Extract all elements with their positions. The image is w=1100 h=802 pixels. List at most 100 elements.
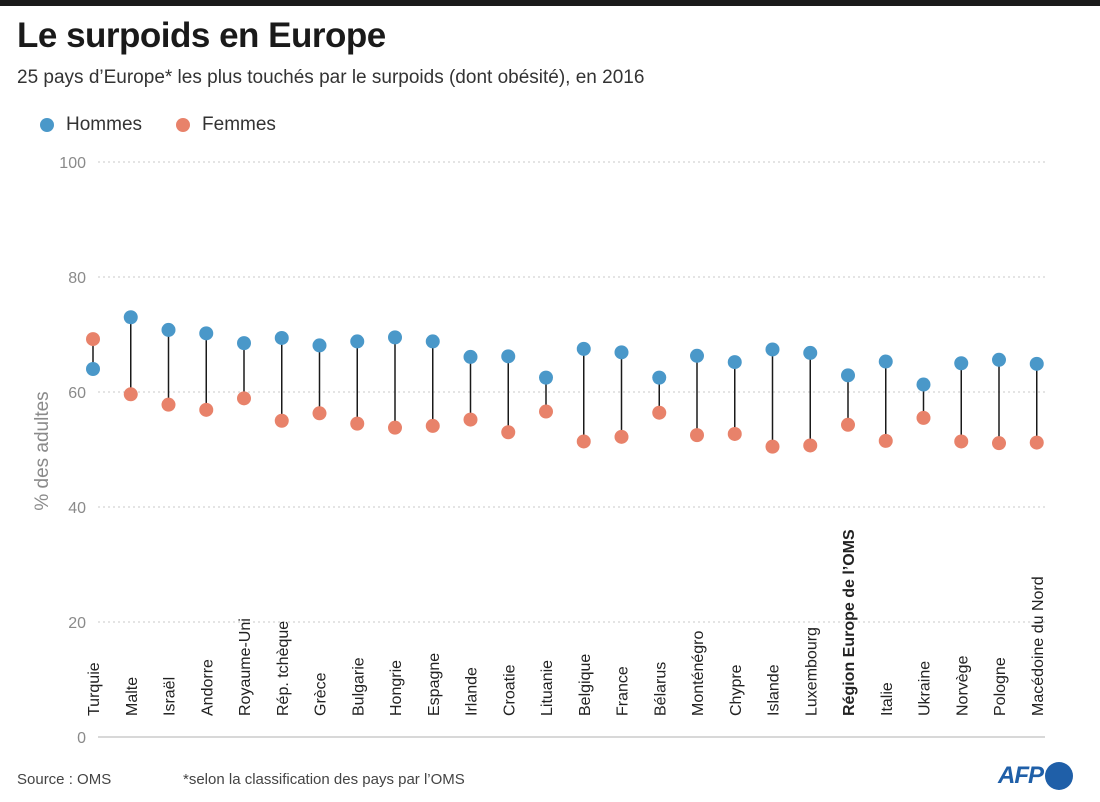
point-women-0 [86,332,100,347]
point-women-5 [274,413,289,428]
x-category-label-8: Hongrie [388,660,405,716]
point-men-4 [237,336,251,351]
x-category-label-21: Italie [879,682,896,716]
point-women-11 [501,425,516,440]
y-tick-label-80: 80 [68,270,86,287]
chart-title: Le surpoids en Europe [17,16,386,55]
legend-label-men: Hommes [66,114,143,135]
x-category-label-14: France [615,666,632,716]
point-men-22 [916,377,931,392]
x-category-label-16: Monténégro [690,631,707,716]
point-women-9 [425,418,440,433]
point-women-21 [878,433,893,448]
source-note: Source : OMS [17,771,112,788]
point-women-16 [690,428,704,443]
point-women-15 [652,405,667,420]
y-tick-label-0: 0 [77,730,86,747]
point-men-18 [765,342,780,357]
x-category-label-2: Israël [162,677,179,716]
point-men-12 [539,370,553,385]
point-women-8 [388,420,402,435]
point-women-14 [614,429,629,444]
point-men-16 [690,348,704,363]
x-category-label-9: Espagne [426,653,443,716]
x-category-label-6: Grèce [313,672,330,716]
legend-item-men: Hommes [40,114,142,136]
y-tick-label-40: 40 [68,500,86,517]
point-women-18 [765,439,780,454]
point-men-0 [86,362,100,376]
point-men-13 [576,341,591,356]
chart-subtitle: 25 pays d’Europe* les plus touchés par l… [17,67,645,88]
x-category-label-20: Région Europe de l’OMS [841,529,858,716]
point-women-13 [576,434,591,449]
point-men-15 [652,370,667,385]
x-category-label-1: Malte [124,677,141,716]
legend-item-women: Femmes [176,114,276,136]
point-men-6 [312,338,327,353]
point-women-22 [916,410,931,425]
point-men-14 [614,345,629,360]
point-women-2 [161,397,176,412]
point-women-12 [539,404,553,419]
afp-logo: AFP [998,762,1073,790]
point-men-3 [199,326,214,341]
x-category-label-0: Turquie [86,662,103,716]
x-category-label-25: Macédoine du Nord [1030,576,1047,716]
top-rule [0,0,1100,6]
x-category-label-10: Irlande [464,667,481,716]
x-category-label-11: Croatie [501,664,518,716]
point-men-2 [161,322,176,337]
legend: Hommes Femmes [40,114,310,136]
x-category-label-18: Islande [766,664,783,716]
x-category-label-12: Lituanie [539,660,556,716]
point-women-24 [992,436,1006,451]
point-men-17 [727,355,742,370]
point-men-10 [463,349,478,364]
point-men-7 [350,334,365,349]
x-category-label-3: Andorre [199,659,216,716]
x-category-label-19: Luxembourg [803,627,820,716]
point-women-1 [123,387,138,402]
point-men-21 [878,354,893,369]
point-women-6 [312,406,327,421]
x-category-label-5: Rép. tchèque [275,621,292,716]
point-women-3 [199,402,214,417]
afp-logo-text: AFP [998,762,1044,789]
point-women-23 [954,434,969,449]
x-category-label-13: Belgique [577,654,594,716]
x-category-label-4: Royaume-Uni [237,618,254,716]
y-tick-label-100: 100 [59,155,86,172]
point-women-25 [1029,435,1044,450]
point-men-20 [841,368,855,383]
point-men-9 [425,334,440,349]
point-women-7 [350,416,365,431]
y-axis-label: % des adultes [32,391,53,510]
x-category-label-7: Bulgarie [350,657,367,716]
point-men-1 [123,310,138,325]
x-category-label-22: Ukraine [917,661,934,716]
footnote: *selon la classification des pays par l’… [183,771,465,788]
x-category-label-17: Chypre [728,664,745,716]
afp-logo-ball-icon [1045,762,1073,790]
point-women-17 [727,426,742,441]
x-category-label-24: Pologne [992,657,1009,716]
legend-marker-women [176,118,191,132]
point-women-4 [237,391,251,406]
point-men-25 [1029,356,1044,371]
y-tick-label-20: 20 [68,615,86,632]
point-women-10 [463,412,478,427]
x-category-label-15: Bélarus [652,662,669,716]
point-men-5 [274,330,289,345]
point-men-24 [992,352,1006,367]
point-women-19 [803,438,818,453]
y-tick-label-60: 60 [68,385,86,402]
point-women-20 [841,417,855,432]
x-category-label-23: Norvège [954,655,971,716]
point-men-23 [954,356,969,371]
point-men-19 [803,345,818,360]
legend-label-women: Femmes [202,114,276,135]
point-men-8 [388,330,402,345]
legend-marker-men [40,118,54,132]
